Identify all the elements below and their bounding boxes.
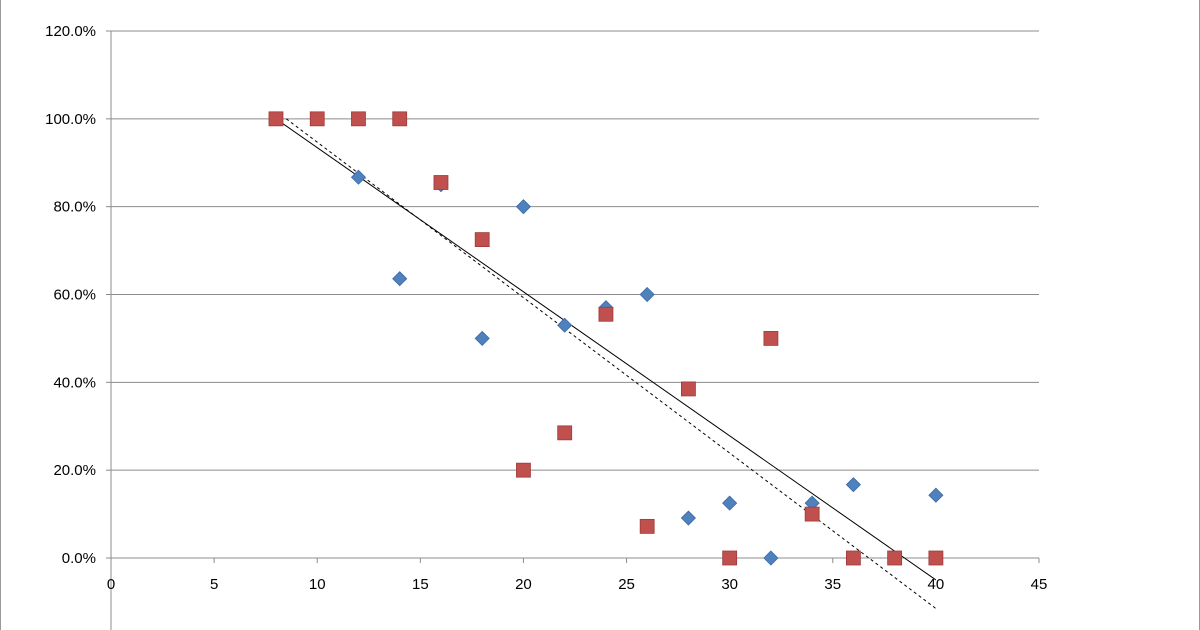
series-2-square-point-16	[928, 550, 944, 566]
series-2-square-point-6	[516, 462, 531, 478]
series-1-diamond-point-2	[392, 271, 408, 287]
series-2-square-point-14	[846, 550, 861, 566]
trendline-series-1	[275, 118, 937, 581]
series-2-square-point-5	[474, 232, 490, 248]
x-tick-label-9: 45	[1031, 576, 1048, 593]
x-tick-label-0: 0	[107, 576, 115, 593]
y-tick-label-4: 80.0%	[53, 199, 96, 216]
series-2-square-point-9	[639, 518, 655, 534]
x-tick-label-1: 5	[210, 576, 218, 593]
series-2-square-point-4	[433, 175, 449, 190]
series-1-diamond-point-13	[845, 477, 861, 493]
series-2-square-point-3	[392, 111, 408, 127]
series-2-square-point-0	[268, 111, 284, 127]
series-1-diamond-point-11	[763, 550, 779, 566]
y-tick-label-2: 40.0%	[53, 374, 96, 391]
x-tick-label-4: 20	[515, 576, 532, 593]
series-1-diamond-point-9	[680, 510, 696, 526]
series-2-square-point-15	[887, 550, 903, 566]
series-1-diamond-point-6	[557, 317, 573, 333]
data-points	[268, 111, 944, 566]
series-2-square-point-10	[681, 381, 696, 397]
series-2-square-point-12	[763, 331, 779, 346]
y-tick-label-0: 0.0%	[62, 550, 96, 567]
series-1-diamond-point-8	[639, 286, 655, 303]
x-tick-label-6: 30	[721, 576, 738, 593]
x-tick-label-5: 25	[618, 576, 635, 593]
x-tick-label-7: 35	[824, 576, 841, 593]
x-tick-label-3: 15	[412, 576, 429, 593]
series-1-diamond-point-5	[515, 199, 532, 215]
y-tick-label-5: 100.0%	[45, 111, 96, 128]
x-tick-label-8: 40	[928, 576, 945, 593]
series-1-diamond-point-4	[474, 330, 490, 346]
tick-labels: 0.0% 20.0% 40.0% 60.0% 80.0% 100.0% 120.0% 0 5 10…	[45, 23, 1047, 593]
series-2-square-point-7	[557, 425, 573, 441]
series-2-square-point-13	[804, 506, 820, 522]
y-tick-label-3: 60.0%	[53, 287, 96, 304]
y-tick-label-6: 120.0%	[45, 23, 96, 40]
series-2-square-point-2	[351, 111, 366, 127]
series-2-square-point-1	[309, 111, 325, 127]
axes	[106, 30, 1040, 630]
series-1-diamond-point-14	[928, 487, 944, 503]
gridlines	[111, 30, 1039, 471]
trendlines	[275, 118, 937, 609]
series-1-diamond-point-10	[722, 495, 738, 511]
series-2-square-point-8	[598, 306, 614, 322]
series-2-square-point-11	[722, 550, 738, 566]
y-tick-label-1: 20.0%	[53, 462, 96, 479]
series-1-diamond-point-1	[350, 169, 367, 185]
trendline-series-2	[285, 118, 937, 609]
x-tick-label-2: 10	[309, 576, 326, 593]
